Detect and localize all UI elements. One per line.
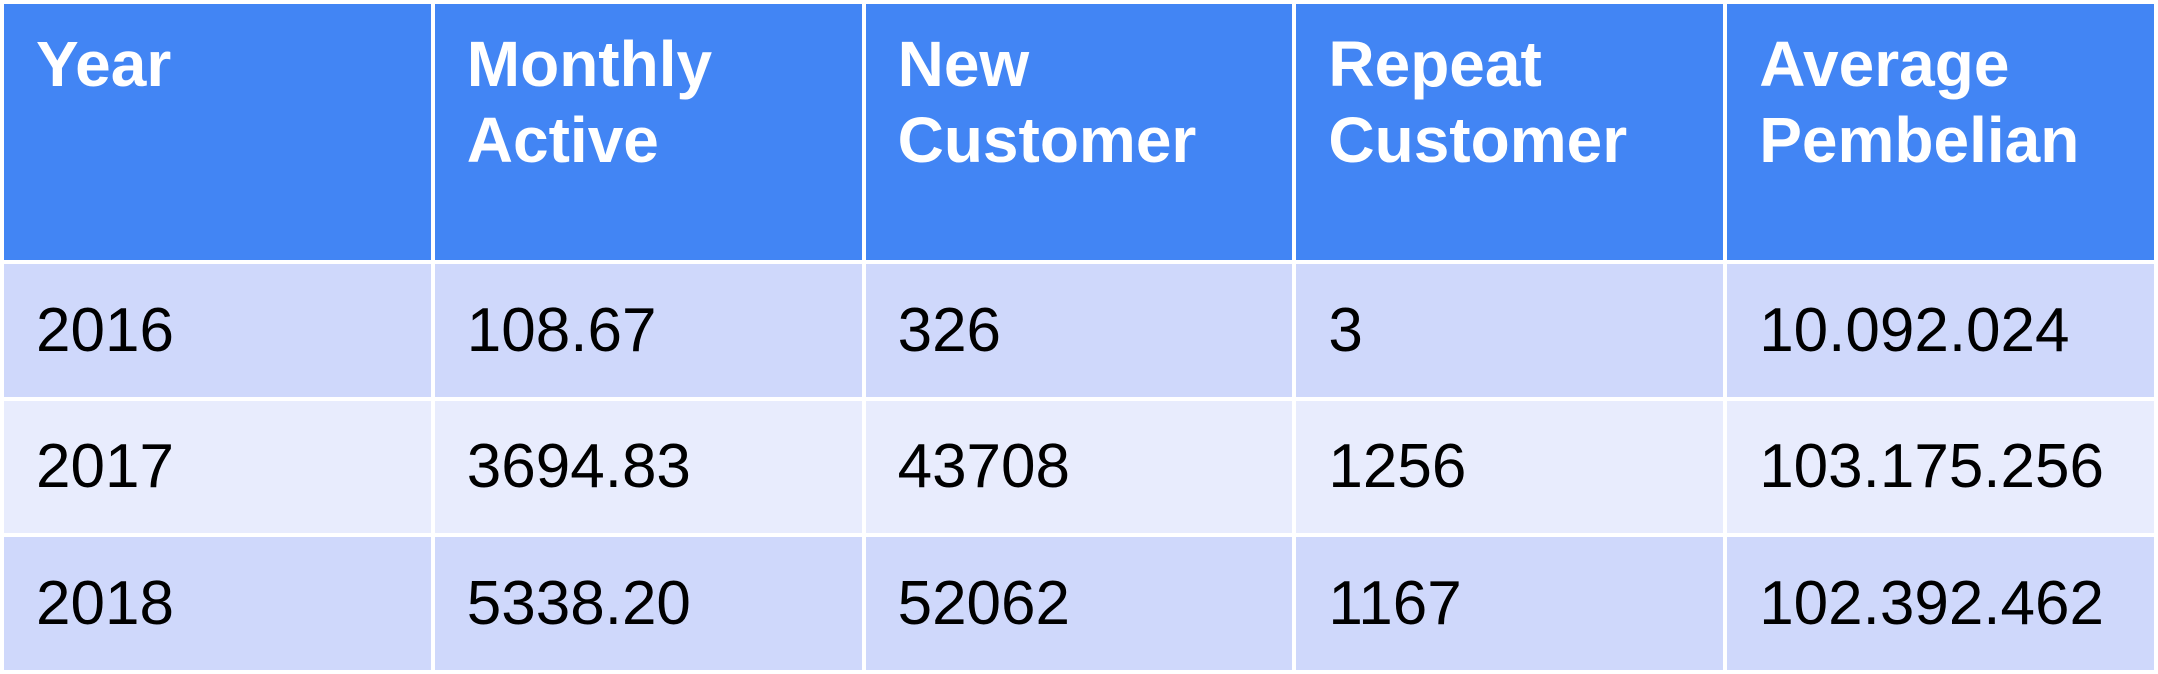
cell-repeat-customer: 1256: [1296, 400, 1724, 534]
cell-monthly-active: 5338.20: [434, 537, 862, 670]
cell-repeat-customer: 1167: [1296, 537, 1724, 670]
header-monthly-active: Monthly Active: [434, 4, 862, 260]
cell-repeat-customer: 3: [1296, 264, 1724, 397]
header-new-customer: New Customer: [865, 4, 1293, 260]
cell-monthly-active: 108.67: [434, 264, 862, 397]
cell-new-customer: 52062: [865, 537, 1293, 670]
header-average-pembelian: Average Pembelian: [1727, 4, 2154, 260]
cell-year: 2016: [4, 264, 431, 397]
table-row: 2018 5338.20 52062 1167 102.392.462: [4, 537, 2154, 670]
header-year: Year: [4, 4, 431, 260]
cell-new-customer: 326: [865, 264, 1293, 397]
cell-new-customer: 43708: [865, 400, 1293, 534]
cell-average-pembelian: 10.092.024: [1727, 264, 2154, 397]
header-repeat-customer: Repeat Customer: [1296, 4, 1724, 260]
header-row: Year Monthly Active New Customer Repeat …: [4, 4, 2154, 260]
cell-year: 2018: [4, 537, 431, 670]
cell-average-pembelian: 102.392.462: [1727, 537, 2154, 670]
cell-monthly-active: 3694.83: [434, 400, 862, 534]
cell-average-pembelian: 103.175.256: [1727, 400, 2154, 534]
cell-year: 2017: [4, 400, 431, 534]
table-row: 2016 108.67 326 3 10.092.024: [4, 264, 2154, 397]
table-row: 2017 3694.83 43708 1256 103.175.256: [4, 400, 2154, 534]
